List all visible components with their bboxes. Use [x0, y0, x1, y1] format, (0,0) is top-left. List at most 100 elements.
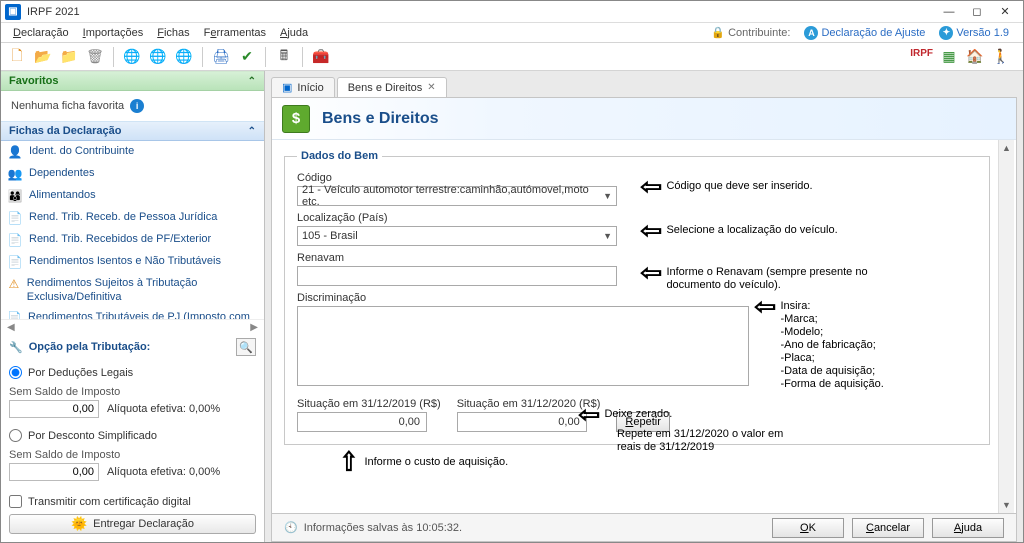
tabs: ▣Início Bens e Direitos✕ — [271, 77, 1017, 97]
aliquota-label-1: Alíquota efetiva: 0,00% — [107, 403, 220, 415]
maximize-button[interactable]: ◻ — [963, 3, 991, 21]
prev-icon[interactable]: ◀ — [7, 322, 15, 333]
ficha-item[interactable]: 📄Rend. Trib. Recebidos de PF/Exterior — [1, 229, 264, 251]
titlebar: ▣ IRPF 2021 — ◻ ✕ — [1, 1, 1023, 23]
arrow-icon: ⇦ — [342, 450, 356, 472]
discr-label: Discriminação — [297, 292, 977, 304]
ficha-item[interactable]: 👥Dependentes — [1, 163, 264, 185]
menu-ajuda[interactable]: Ajuda — [274, 25, 314, 41]
open-icon[interactable]: 📂 — [33, 47, 53, 67]
new-icon[interactable]: 🗋 — [7, 47, 27, 67]
opt1-label: Por Deduções Legais — [28, 367, 133, 379]
ficha-item[interactable]: 👤 Ident. do Contribuinte — [1, 141, 264, 163]
scroll-down-icon[interactable]: ▼ — [999, 497, 1014, 513]
info-icon[interactable]: i — [130, 99, 144, 113]
ficha-item[interactable]: 📄Rend. Trib. Receb. de Pessoa Jurídica — [1, 207, 264, 229]
globe3-icon[interactable]: 🌐 — [174, 47, 194, 67]
app-window: ▣ IRPF 2021 — ◻ ✕ Declaração Importações… — [0, 0, 1024, 543]
cancel-button[interactable]: Cancelar — [852, 518, 924, 538]
menu-declaracao[interactable]: Declaração — [7, 25, 75, 41]
ok-button[interactable]: OK — [772, 518, 844, 538]
favoritos-header[interactable]: Favoritos ⌃ — [1, 71, 264, 91]
search-button[interactable]: 🔍 — [236, 338, 256, 356]
collapse-icon: ⌃ — [248, 126, 256, 137]
home-icon[interactable]: 🏠 — [965, 47, 985, 67]
view-icon[interactable]: ▦ — [939, 47, 959, 67]
window-title: IRPF 2021 — [27, 6, 80, 18]
transmit-checkbox[interactable] — [9, 495, 22, 508]
check-icon[interactable]: ✔ — [237, 47, 257, 67]
ficha-item[interactable]: 📄Rendimentos Tributáveis de PJ (Imposto … — [1, 307, 264, 319]
sit19-value: 0,00 — [399, 416, 420, 428]
main-area: Favoritos ⌃ Nenhuma ficha favorita i Fic… — [1, 71, 1023, 542]
version-badge-icon: ✦ — [939, 26, 953, 40]
saldo-label: Sem Saldo de Imposto — [9, 382, 256, 398]
scroll-up-icon[interactable]: ▲ — [999, 140, 1014, 156]
chevron-down-icon: ▼ — [603, 231, 612, 241]
person-icon[interactable]: 🚶 — [991, 47, 1011, 67]
ficha-label: Alimentandos — [29, 188, 96, 202]
globe1-icon[interactable]: 🌐 — [122, 47, 142, 67]
ficha-label: Rendimentos Sujeitos à Tributação Exclus… — [27, 276, 258, 304]
local-value: 105 - Brasil — [302, 230, 358, 242]
status-text: Informações salvas às 10:05:32. — [304, 522, 462, 534]
form-area: ▲ ▼ Dados do Bem Código 21 - Veículo aut… — [272, 140, 1016, 513]
discriminacao-textarea[interactable] — [297, 306, 749, 386]
close-button[interactable]: ✕ — [991, 3, 1019, 21]
local-select[interactable]: 105 - Brasil ▼ — [297, 226, 617, 246]
ficha-item[interactable]: 📄Rendimentos Isentos e Não Tributáveis — [1, 251, 264, 273]
sit20-label: Situação em 31/12/2020 (R$) — [457, 398, 601, 410]
fichas-header[interactable]: Fichas da Declaração ⌃ — [1, 121, 264, 141]
codigo-select[interactable]: 21 - Veículo automotor terrestre:caminhã… — [297, 186, 617, 206]
fichas-title: Fichas da Declaração — [9, 125, 122, 137]
content: ▣Início Bens e Direitos✕ $ Bens e Direit… — [265, 71, 1023, 542]
sit20-input[interactable]: 0,00 — [457, 412, 587, 432]
renavam-input[interactable] — [297, 266, 617, 286]
tab-close-icon[interactable]: ✕ — [427, 82, 435, 93]
version-label: Versão 1.9 — [956, 27, 1009, 39]
radio-simplificado[interactable] — [9, 429, 22, 442]
person-icon: 👤 — [7, 144, 23, 160]
toolbar: 🗋 📂 📁 🗑 🌐 🌐 🌐 🖨 ✔ 🖩 🧰 IRPF ▦ 🏠 🚶 — [1, 43, 1023, 71]
scrollbar[interactable]: ▲ ▼ — [998, 140, 1014, 513]
irpf-logo: IRPF — [910, 47, 933, 67]
ficha-label: Ident. do Contribuinte — [29, 144, 134, 158]
ficha-item[interactable]: ⚠Rendimentos Sujeitos à Tributação Exclu… — [1, 273, 264, 307]
trash-icon[interactable]: 🗑 — [85, 47, 105, 67]
deliver-button[interactable]: 🌞 Entregar Declaração — [9, 514, 256, 534]
page-title: Bens e Direitos — [322, 110, 438, 128]
calc-icon[interactable]: 🖩 — [274, 47, 294, 67]
globe2-icon[interactable]: 🌐 — [148, 47, 168, 67]
tab-body: $ Bens e Direitos ▲ ▼ Dados do Bem Códig… — [271, 97, 1017, 542]
sit19-input[interactable]: 0,00 — [297, 412, 427, 432]
saldo-input-2[interactable] — [9, 463, 99, 481]
tool-icon[interactable]: 🧰 — [311, 47, 331, 67]
tab-label: Início — [297, 82, 323, 94]
doc-icon: 📄 — [7, 210, 23, 226]
renavam-label: Renavam — [297, 252, 977, 264]
page-header: $ Bens e Direitos — [272, 98, 1016, 140]
transmit-label: Transmitir com certificação digital — [28, 496, 191, 508]
menu-ferramentas[interactable]: Ferramentas — [198, 25, 272, 41]
sidebar: Favoritos ⌃ Nenhuma ficha favorita i Fic… — [1, 71, 265, 542]
app-icon: ▣ — [5, 4, 21, 20]
minimize-button[interactable]: — — [935, 3, 963, 21]
clock-icon: 🕙 — [284, 521, 298, 534]
menu-importacoes[interactable]: Importações — [77, 25, 150, 41]
print-icon[interactable]: 🖨 — [211, 47, 231, 67]
next-icon[interactable]: ▶ — [250, 322, 258, 333]
fichas-list: 👤 Ident. do Contribuinte 👥Dependentes 👨‍👩… — [1, 141, 264, 319]
radio-deducoes[interactable] — [9, 366, 22, 379]
doc-icon: 📄 — [7, 254, 23, 270]
repetir-button[interactable]: Repetir — [616, 412, 669, 432]
menu-fichas[interactable]: Fichas — [151, 25, 195, 41]
ficha-label: Dependentes — [29, 166, 94, 180]
save-icon[interactable]: 📁 — [59, 47, 79, 67]
help-button[interactable]: Ajuda — [932, 518, 1004, 538]
tab-inicio[interactable]: ▣Início — [271, 77, 335, 97]
tab-bens[interactable]: Bens e Direitos✕ — [337, 77, 447, 97]
favoritos-empty: Nenhuma ficha favorita i — [7, 95, 258, 117]
ficha-item[interactable]: 👨‍👩‍👦Alimentandos — [1, 185, 264, 207]
fieldset-legend: Dados do Bem — [297, 150, 382, 162]
saldo-input-1[interactable] — [9, 400, 99, 418]
